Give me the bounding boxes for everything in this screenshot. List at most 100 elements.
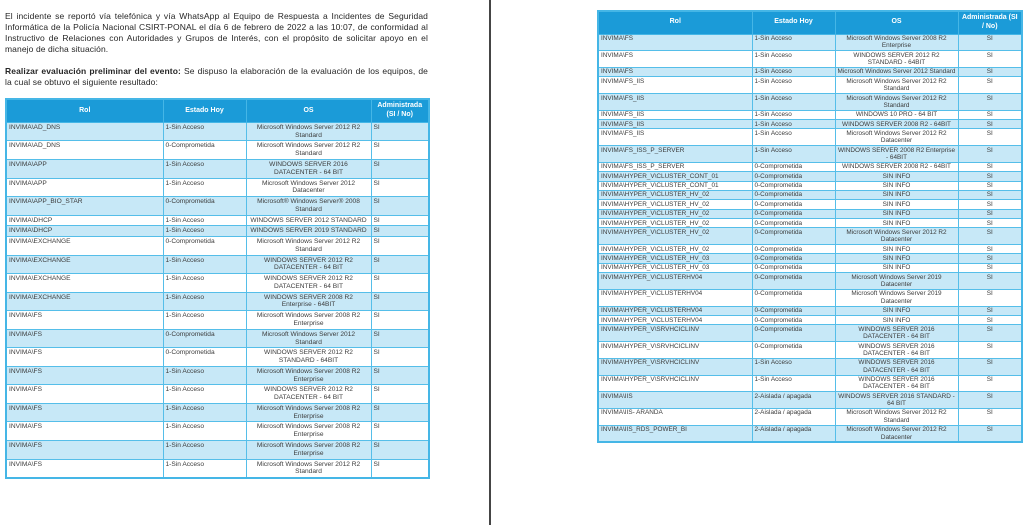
os-cell: WINDOWS SERVER 2008 R2 - 64BIT (834, 119, 959, 130)
table-row: INVIMA\FS_ISS_P_SERVER 1-Sin Acceso WINDOW… (597, 145, 1023, 163)
administrada-cell: SI (370, 273, 430, 293)
table-row: INVIMA\HYPER_V\CLUSTERHV04 0-Comprometida… (597, 314, 1023, 326)
administrada-cell: SI (370, 214, 430, 227)
estado-hoy-cell: 0-Comprometida (751, 199, 836, 210)
estado-hoy-cell: 1-Sin Acceso (162, 225, 247, 238)
table-row: INVIMA\FS 1-Sin Acceso Microsoft Windows S… (5, 310, 430, 330)
table-row: INVIMA\HYPER_V\CLUSTER_HV_02 0-Comprometi… (597, 218, 1023, 229)
table-row: INVIMA\EXCHANGE 1-Sin Acceso WINDOWS SERVE… (5, 273, 430, 293)
rol-cell: INVIMA\FS (5, 347, 164, 367)
os-cell: Microsoft Windows Server 2012 R2 Standar… (245, 458, 372, 479)
estado-hoy-cell: 1-Sin Acceso (751, 50, 836, 68)
table-row: INVIMA\IIS 2-Aislada / apagada WINDOWS SER… (597, 391, 1023, 409)
rol-cell: INVIMA\APP (5, 177, 164, 198)
os-cell: Microsoft Windows Server 2012 R2 Standar… (834, 76, 959, 95)
table-row: INVIMA\FS_IIS 1-Sin Acceso Microsoft Windo… (597, 76, 1023, 95)
table-row: INVIMA\HYPER_V\SRVHCICLINV 0-Comprometida… (597, 341, 1023, 359)
administrada-cell: SI (957, 76, 1023, 95)
administrada-cell: SI (957, 180, 1023, 191)
estado-hoy-cell: 0-Comprometida (751, 180, 836, 191)
estado-hoy-cell: 2-Aislada / apagada (751, 424, 836, 443)
administrada-cell: SI (370, 365, 430, 386)
administrada-cell: SI (370, 159, 430, 179)
table-row: INVIMA\FS 1-Sin Acceso Microsoft Windows S… (5, 458, 430, 479)
os-cell: WINDOWS SERVER 2012 R2 DATACENTER - 64 B… (245, 384, 372, 404)
estado-hoy-cell: 1-Sin Acceso (162, 254, 247, 275)
administrada-cell: SI (957, 50, 1023, 68)
table-row: INVIMA\FS_IIS 1-Sin Acceso WINDOWS SERVER … (597, 119, 1023, 130)
administrada-cell: SI (957, 227, 1023, 246)
rol-cell: INVIMA\HYPER_V\CLUSTER_HV_02 (597, 227, 753, 246)
rol-cell: INVIMA\FS (5, 365, 164, 386)
rol-cell: INVIMA\FS_ISS_P_SERVER (597, 145, 753, 163)
rol-cell: INVIMA\HYPER_V\SRVHCICLINV (597, 341, 753, 359)
rol-cell: INVIMA\AD_DNS (5, 140, 164, 160)
estado-hoy-cell: 1-Sin Acceso (751, 128, 836, 147)
rol-cell: INVIMA\IIS (597, 391, 753, 409)
estado-hoy-cell: 1-Sin Acceso (751, 66, 836, 78)
os-cell: Microsoft Windows Server 2012 R2 Standar… (834, 93, 959, 111)
table-row: INVIMA\HYPER_V\SRVHCICLINV 1-Sin Acceso WI… (597, 374, 1023, 393)
os-cell: SIN INFO (834, 218, 959, 229)
estado-hoy-cell: 0-Comprometida (751, 272, 836, 290)
rol-cell: INVIMA\FS (5, 384, 164, 404)
estado-hoy-cell: 0-Comprometida (751, 288, 836, 307)
administrada-cell: SI (370, 140, 430, 160)
administrada-cell: SI (957, 145, 1023, 163)
column-header-estado-hoy: Estado Hoy (162, 98, 247, 123)
os-cell: Microsoft Windows Server 2008 R2 Enterpr… (245, 310, 372, 330)
estado-hoy-cell: 1-Sin Acceso (162, 310, 247, 330)
header-row: Rol Estado Hoy OS Administrada (SI / No) (5, 98, 430, 123)
table-row: INVIMA\HYPER_V\CLUSTERHV04 0-Comprometida… (597, 272, 1023, 290)
os-cell: WINDOWS SERVER 2016 DATACENTER - 64 BIT (245, 159, 372, 179)
os-cell: Microsoft Windows Server 2008 R2 Enterpr… (834, 33, 959, 52)
administrada-cell: SI (370, 225, 430, 238)
estado-hoy-cell: 0-Comprometida (162, 328, 247, 349)
estado-hoy-cell: 1-Sin Acceso (162, 273, 247, 293)
estado-hoy-cell: 0-Comprometida (751, 161, 836, 173)
rol-cell: INVIMA\EXCHANGE (5, 273, 164, 293)
rol-cell: INVIMA\FS_IIS (597, 93, 753, 111)
rol-cell: INVIMA\EXCHANGE (5, 291, 164, 312)
rol-cell: INVIMA\FS_IIS (597, 119, 753, 130)
administrada-cell: SI (957, 314, 1023, 326)
table-row: INVIMA\HYPER_V\CLUSTER_HV_02 0-Comprometi… (597, 244, 1023, 255)
table-row: INVIMA\HYPER_V\CLUSTER_HV_03 0-Comprometi… (597, 262, 1023, 274)
table-row: INVIMA\FS 1-Sin Acceso Microsoft Windows S… (5, 402, 430, 423)
administrada-cell: SI (957, 109, 1023, 121)
rol-cell: INVIMA\FS (5, 328, 164, 349)
os-cell: WINDOWS SERVER 2012 R2 STANDARD - 64BIT (245, 347, 372, 367)
administrada-cell: SI (370, 458, 430, 479)
estado-hoy-cell: 0-Comprometida (751, 341, 836, 359)
administrada-cell: SI (957, 407, 1023, 426)
estado-hoy-cell: 1-Sin Acceso (751, 76, 836, 95)
administrada-cell: SI (957, 189, 1023, 201)
os-cell: WINDOWS SERVER 2008 R2 - 64BIT (834, 161, 959, 173)
rol-cell: INVIMA\FS (5, 458, 164, 479)
table-row: INVIMA\HYPER_V\CLUSTER_CONT_01 0-Comprome… (597, 180, 1023, 191)
administrada-cell: SI (370, 384, 430, 404)
administrada-cell: SI (370, 291, 430, 312)
table-row: INVIMA\FS 1-Sin Acceso Microsoft Windows S… (5, 421, 430, 441)
estado-hoy-cell: 1-Sin Acceso (751, 119, 836, 130)
os-cell: SIN INFO (834, 314, 959, 326)
incident-report-paragraph: El incidente se reportó vía telefónica y… (5, 11, 428, 54)
administrada-cell: SI (957, 357, 1023, 376)
table-row: INVIMA\HYPER_V\SRVHCICLINV 0-Comprometida… (597, 324, 1023, 343)
administrada-cell: SI (370, 328, 430, 349)
rol-cell: INVIMA\HYPER_V\CLUSTER_HV_02 (597, 244, 753, 255)
table-row: INVIMA\FS_IIS 1-Sin Acceso Microsoft Windo… (597, 128, 1023, 147)
table-row: INVIMA\FS 0-Comprometida Microsoft Windows… (5, 328, 430, 349)
rol-cell: INVIMA\HYPER_V\CLUSTERHV04 (597, 314, 753, 326)
rol-cell: INVIMA\HYPER_V\SRVHCICLINV (597, 374, 753, 393)
table-row: INVIMA\IIS- ARANDA 2-Aislada / apagada Mic… (597, 407, 1023, 426)
table-row: INVIMA\FS 1-Sin Acceso WINDOWS SERVER 2012… (597, 50, 1023, 68)
os-cell: SIN INFO (834, 180, 959, 191)
os-cell: Microsoft Windows Server 2012 R2 Standar… (245, 140, 372, 160)
evaluation-paragraph-rest: Se dispuso la elaboración de la evaluaci… (5, 65, 428, 87)
column-header-administrada: Administrada (SI / No) (957, 10, 1023, 35)
os-cell: WINDOWS SERVER 2008 R2 Enterprise - 64BI… (245, 291, 372, 312)
estado-hoy-cell: 1-Sin Acceso (162, 421, 247, 441)
rol-cell: INVIMA\HYPER_V\CLUSTERHV04 (597, 288, 753, 307)
